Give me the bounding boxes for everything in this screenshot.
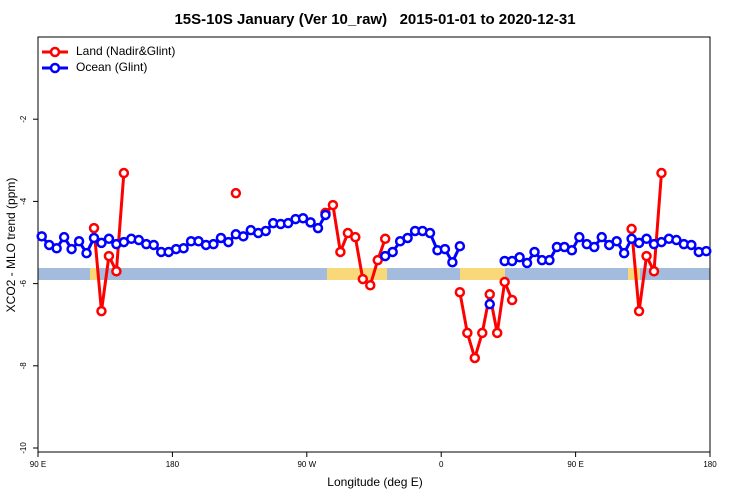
- data-point: [51, 243, 62, 254]
- data-point: [574, 231, 585, 243]
- data-point: [96, 305, 107, 317]
- y-axis-label: XCO2 - MLO trend (ppm): [4, 178, 18, 313]
- data-point: [103, 233, 115, 245]
- data-point: [701, 245, 712, 257]
- y-tick-label: -6: [19, 279, 28, 287]
- x-tick-label: 0: [439, 460, 444, 469]
- data-point: [379, 233, 391, 245]
- data-point: [484, 289, 495, 300]
- data-point: [111, 266, 122, 277]
- x-tick-label: 180: [703, 460, 717, 469]
- data-point: [282, 217, 294, 229]
- data-point: [618, 247, 630, 259]
- data-point: [611, 236, 622, 247]
- data-point: [462, 327, 473, 339]
- data-point: [335, 246, 346, 258]
- x-tick-label: 90 E: [30, 460, 46, 469]
- x-tick-label: 90 W: [297, 460, 316, 469]
- data-point: [469, 352, 481, 364]
- data-point: [230, 187, 242, 199]
- data-point: [641, 250, 652, 262]
- data-point: [88, 232, 100, 244]
- data-point: [484, 298, 495, 310]
- data-point: [641, 233, 652, 245]
- series: [88, 167, 667, 364]
- data-point: [88, 222, 100, 234]
- data-point: [439, 243, 451, 255]
- data-point: [633, 237, 645, 249]
- data-point: [454, 240, 466, 252]
- data-point: [118, 167, 130, 179]
- data-point: [36, 231, 47, 242]
- x-tick-label: 90 E: [567, 460, 583, 469]
- data-point: [544, 254, 555, 266]
- data-point: [96, 237, 107, 249]
- plot-frame: [37, 36, 711, 453]
- data-point: [633, 305, 645, 317]
- data-point: [529, 246, 540, 258]
- data-point: [626, 223, 637, 235]
- data-point: [223, 236, 234, 248]
- data-point: [514, 252, 525, 263]
- data-point: [365, 279, 376, 291]
- y-tick-label: -2: [19, 115, 28, 123]
- land-band: [90, 268, 98, 280]
- data-point: [477, 327, 488, 339]
- land-band: [460, 268, 505, 280]
- data-point: [596, 231, 607, 243]
- y-tick-label: -4: [19, 197, 28, 205]
- y-tick-label: -10: [19, 442, 28, 454]
- data-point: [521, 257, 533, 269]
- land-band: [327, 268, 387, 280]
- data-point: [589, 241, 600, 253]
- data-point: [58, 231, 70, 243]
- data-point: [656, 167, 667, 179]
- data-point: [499, 276, 510, 288]
- data-point: [305, 217, 316, 228]
- legend-marker: [49, 62, 61, 74]
- data-point: [178, 243, 189, 254]
- data-point: [447, 256, 458, 268]
- data-point: [648, 266, 660, 277]
- data-point: [357, 273, 369, 285]
- data-point: [327, 199, 339, 211]
- data-point: [148, 239, 159, 251]
- data-point: [566, 245, 578, 256]
- x-tick-label: 180: [166, 460, 180, 469]
- data-point: [297, 213, 309, 224]
- data-point: [238, 231, 249, 242]
- data-point: [208, 238, 219, 250]
- data-point: [491, 327, 503, 339]
- legend-label: Ocean (Glint): [76, 60, 147, 74]
- data-point: [402, 232, 413, 244]
- data-point: [671, 234, 682, 246]
- series: [36, 209, 712, 310]
- data-point: [686, 239, 697, 251]
- data-point: [66, 243, 77, 255]
- data-point: [454, 286, 466, 298]
- data-point: [260, 225, 271, 237]
- data-point: [103, 250, 115, 262]
- data-point: [312, 222, 324, 234]
- y-tick-label: -8: [19, 362, 28, 370]
- data-point: [73, 236, 85, 247]
- legend-label: Land (Nadir&Glint): [76, 44, 175, 58]
- data-point: [133, 234, 145, 246]
- data-point: [379, 250, 391, 262]
- data-point: [320, 209, 331, 221]
- data-point: [626, 233, 637, 245]
- data-point: [81, 247, 92, 259]
- chart-title: 15S-10S January (Ver 10_raw) 2015-01-01 …: [174, 11, 575, 28]
- data-point: [424, 227, 436, 239]
- data-point: [342, 227, 354, 239]
- x-axis-label: Longitude (deg E): [327, 475, 422, 489]
- legend-marker: [49, 46, 61, 58]
- data-point: [215, 232, 227, 244]
- data-point: [350, 231, 361, 243]
- data-point: [372, 254, 383, 266]
- legend: Land (Nadir&Glint) Ocean (Glint): [42, 44, 175, 74]
- data-point: [387, 246, 398, 258]
- data-point: [506, 294, 518, 306]
